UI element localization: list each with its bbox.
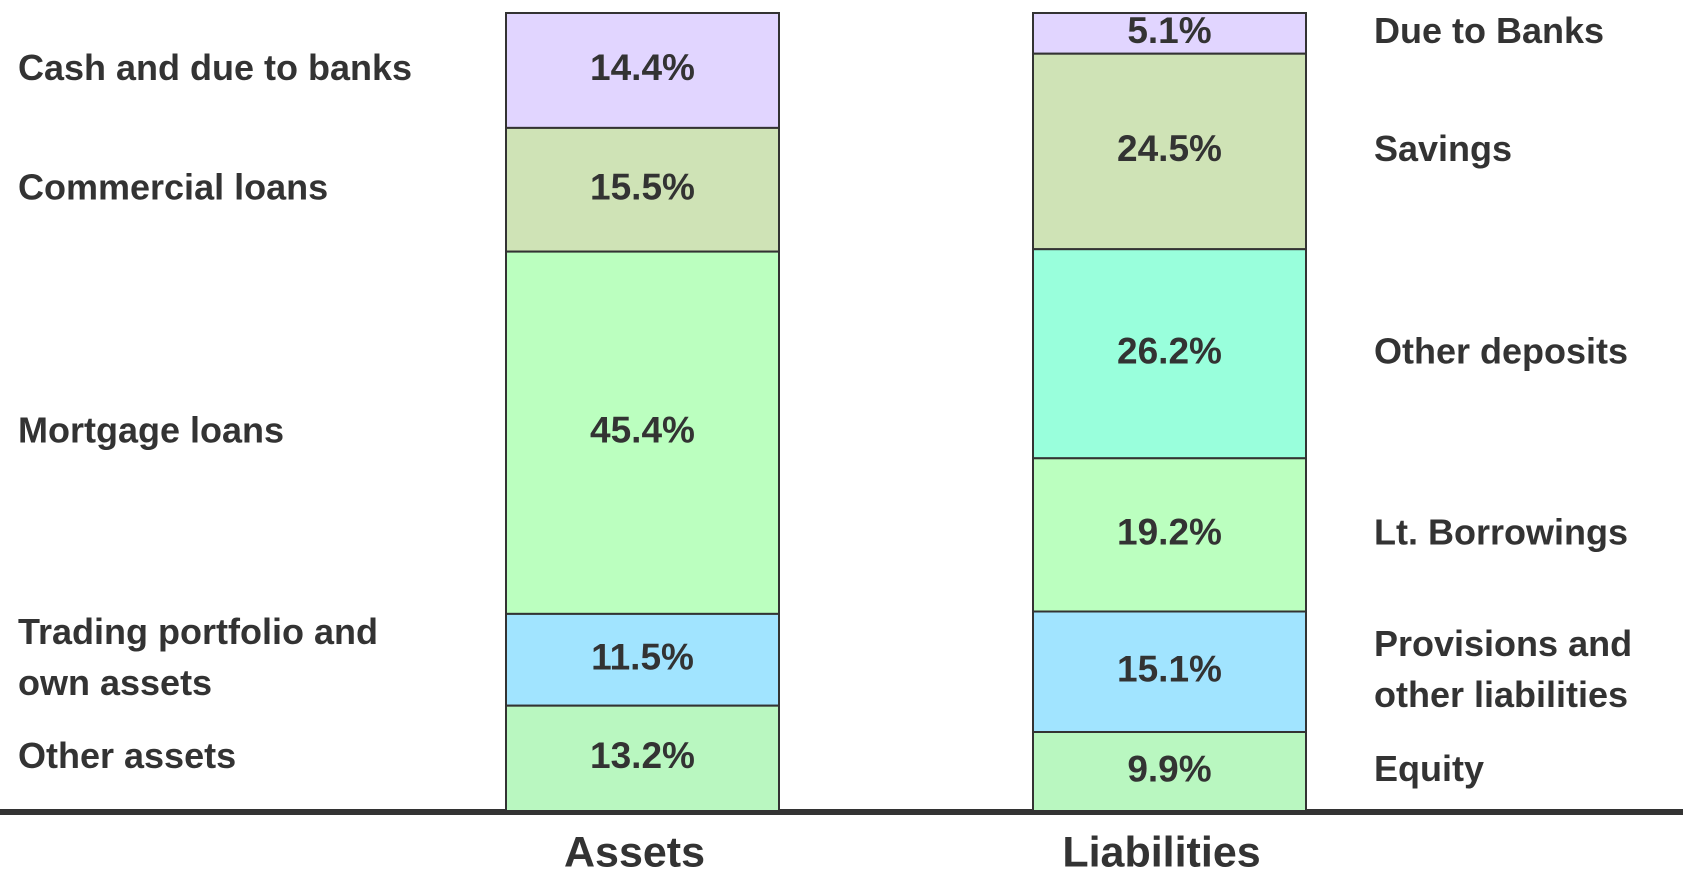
value-label: 15.5% — [590, 167, 695, 208]
segment-label: Trading portfolio and — [18, 611, 378, 652]
bar-segment — [1032, 248, 1307, 460]
bar-segment — [1032, 610, 1307, 733]
bar-segment — [505, 704, 780, 812]
bar-segment — [505, 126, 780, 253]
bar-segment — [505, 612, 780, 707]
segment-label: Mortgage loans — [18, 409, 284, 450]
value-label: 5.1% — [1127, 10, 1211, 51]
value-label: 13.2% — [590, 735, 695, 776]
segment-label: Provisions and — [1374, 623, 1632, 664]
bar-segment — [1032, 457, 1307, 613]
segment-label: Lt. Borrowings — [1374, 511, 1628, 552]
x-tick-label: Assets — [564, 828, 705, 875]
segment-label: own assets — [18, 662, 212, 703]
bar-segment — [1032, 12, 1307, 55]
value-label: 15.1% — [1117, 649, 1222, 690]
segment-label: Due to Banks — [1374, 10, 1604, 51]
segment-label: Cash and due to banks — [18, 47, 412, 88]
segment-label: other liabilities — [1374, 674, 1628, 715]
segment-label: Commercial loans — [18, 166, 328, 207]
value-label: 24.5% — [1117, 128, 1222, 169]
segment-label: Other assets — [18, 735, 236, 776]
bar-segment — [1032, 730, 1307, 812]
value-label: 45.4% — [590, 410, 695, 451]
bar-segment — [1032, 52, 1307, 251]
segment-label: Equity — [1374, 748, 1484, 789]
value-label: 14.4% — [590, 47, 695, 88]
value-label: 11.5% — [591, 637, 694, 678]
value-label: 19.2% — [1117, 512, 1222, 553]
value-label: 9.9% — [1127, 748, 1211, 789]
x-tick-label: Liabilities — [1062, 828, 1260, 875]
segment-label: Savings — [1374, 128, 1512, 169]
segment-label: Other deposits — [1374, 330, 1628, 371]
value-label: 26.2% — [1117, 331, 1222, 372]
